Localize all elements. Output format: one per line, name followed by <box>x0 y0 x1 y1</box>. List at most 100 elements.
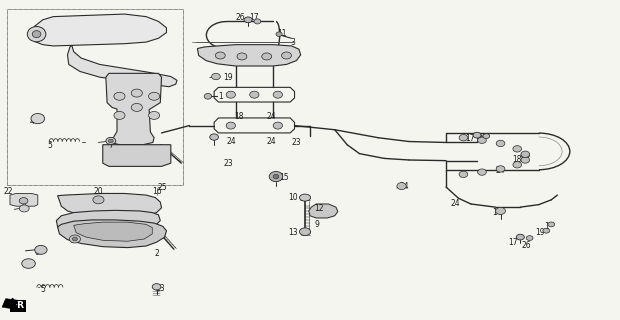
Text: 21: 21 <box>70 236 80 245</box>
Text: 1: 1 <box>218 92 223 101</box>
Polygon shape <box>10 194 38 206</box>
Ellipse shape <box>244 17 252 23</box>
Text: 26: 26 <box>477 134 487 143</box>
Ellipse shape <box>204 93 211 99</box>
Text: 17: 17 <box>508 238 518 247</box>
Polygon shape <box>58 220 167 248</box>
Polygon shape <box>197 45 301 66</box>
Ellipse shape <box>299 228 311 236</box>
Polygon shape <box>58 194 162 218</box>
Text: 2: 2 <box>154 250 159 259</box>
Ellipse shape <box>473 132 481 138</box>
Text: 3: 3 <box>290 38 295 47</box>
Text: 24: 24 <box>267 112 277 121</box>
Text: 10: 10 <box>288 193 298 202</box>
Ellipse shape <box>495 207 505 214</box>
Ellipse shape <box>276 32 282 36</box>
Polygon shape <box>2 299 18 309</box>
Ellipse shape <box>281 52 291 59</box>
Ellipse shape <box>22 259 35 268</box>
Text: 23: 23 <box>224 159 233 168</box>
Text: 19: 19 <box>224 73 233 82</box>
Text: 19: 19 <box>535 228 545 237</box>
Text: 12: 12 <box>314 204 324 213</box>
Ellipse shape <box>211 73 220 80</box>
Text: 1: 1 <box>544 222 549 231</box>
Ellipse shape <box>27 27 46 42</box>
Ellipse shape <box>149 111 160 119</box>
Text: 17: 17 <box>465 134 474 143</box>
Text: 4: 4 <box>23 261 28 270</box>
Text: 23: 23 <box>291 138 301 147</box>
Ellipse shape <box>32 31 41 38</box>
Text: 16: 16 <box>152 188 161 196</box>
Text: 24: 24 <box>451 198 460 207</box>
Ellipse shape <box>513 162 521 168</box>
Text: 22: 22 <box>3 188 13 196</box>
Text: 24: 24 <box>267 137 277 146</box>
Text: 13: 13 <box>288 228 298 237</box>
Ellipse shape <box>299 194 311 201</box>
Ellipse shape <box>69 235 81 243</box>
Ellipse shape <box>459 171 467 178</box>
Ellipse shape <box>226 122 236 129</box>
Ellipse shape <box>114 111 125 119</box>
Polygon shape <box>309 204 338 218</box>
Ellipse shape <box>459 134 467 141</box>
Text: 14: 14 <box>492 208 502 217</box>
Ellipse shape <box>526 236 533 240</box>
Ellipse shape <box>521 151 529 157</box>
Text: 8: 8 <box>22 203 27 212</box>
Text: 26: 26 <box>521 241 531 250</box>
Text: 26: 26 <box>236 13 246 22</box>
Ellipse shape <box>543 228 550 233</box>
Text: 18: 18 <box>513 155 522 164</box>
Text: 9: 9 <box>315 220 320 229</box>
Ellipse shape <box>210 134 218 140</box>
Ellipse shape <box>496 166 505 172</box>
Polygon shape <box>103 145 171 166</box>
Ellipse shape <box>273 91 283 98</box>
Ellipse shape <box>521 152 529 158</box>
Ellipse shape <box>93 196 104 204</box>
Ellipse shape <box>254 19 261 24</box>
Text: 24: 24 <box>226 137 236 146</box>
Ellipse shape <box>226 91 236 98</box>
Text: 20: 20 <box>94 188 104 196</box>
Ellipse shape <box>496 140 505 147</box>
Ellipse shape <box>19 197 28 204</box>
Text: 25: 25 <box>158 183 167 192</box>
Text: 24: 24 <box>496 166 505 175</box>
Ellipse shape <box>149 92 160 100</box>
Text: 11: 11 <box>277 29 287 38</box>
Ellipse shape <box>262 53 272 60</box>
Ellipse shape <box>513 146 521 152</box>
Ellipse shape <box>73 237 78 241</box>
Text: 6: 6 <box>34 248 39 257</box>
Text: 18: 18 <box>234 112 244 121</box>
Ellipse shape <box>521 157 529 163</box>
Ellipse shape <box>114 92 125 100</box>
Polygon shape <box>68 45 177 87</box>
Ellipse shape <box>273 122 283 129</box>
Ellipse shape <box>153 284 161 290</box>
Ellipse shape <box>269 172 283 182</box>
Text: 23: 23 <box>156 284 165 292</box>
Ellipse shape <box>250 91 259 98</box>
Polygon shape <box>74 222 153 241</box>
Ellipse shape <box>397 183 406 190</box>
Text: FR: FR <box>12 301 25 310</box>
Text: 7: 7 <box>108 141 113 150</box>
Ellipse shape <box>516 234 525 240</box>
Ellipse shape <box>108 139 113 143</box>
Polygon shape <box>56 210 161 240</box>
Ellipse shape <box>477 169 486 175</box>
Polygon shape <box>32 14 167 46</box>
Ellipse shape <box>237 53 247 60</box>
Ellipse shape <box>548 222 555 227</box>
Text: 17: 17 <box>249 13 259 22</box>
Ellipse shape <box>273 174 279 179</box>
Polygon shape <box>106 73 162 145</box>
Text: 4: 4 <box>29 117 34 126</box>
Ellipse shape <box>215 52 225 59</box>
